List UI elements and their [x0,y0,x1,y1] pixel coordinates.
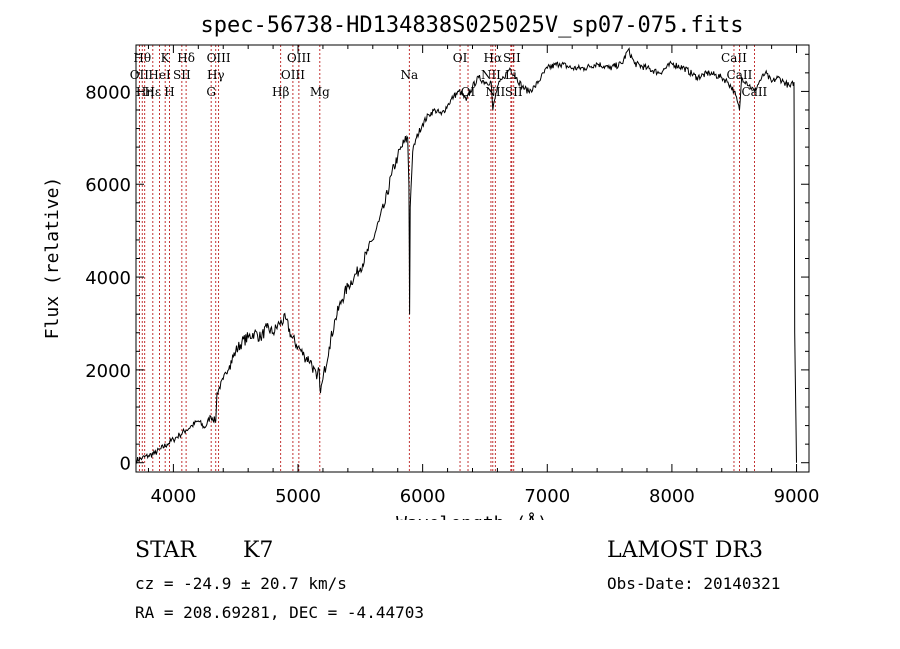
coordinates: RA = 208.69281, DEC = -4.44703 [135,603,424,622]
marker-label: OII [130,68,150,82]
marker-label: H [164,85,174,99]
spectrum-line [135,47,797,464]
marker-label: OIII [281,68,305,82]
marker-label: G [206,85,216,99]
marker-label: NII [485,85,505,99]
x-axis: 4000 5000 6000 7000 8000 9000 [147,45,820,507]
marker-label: HeI [148,68,171,82]
marker-label: Hγ [207,68,225,82]
x-tick-label: 8000 [649,486,695,507]
spectrum-chart: spec-56738-HD134838S025025V_sp07-075.fit… [42,13,820,520]
marker-label: Li [505,68,517,82]
y-axis: 0 2000 4000 6000 8000 [85,53,809,475]
marker-label: OI [461,85,476,99]
spectral-line-markers: HθOIIHηHεHeIKHSIIHδGHγOIIIHβOIIIOIIIMgNa… [130,45,768,472]
marker-label: Hβ [272,85,289,99]
y-axis-label: Flux (relative) [42,177,63,340]
object-class: STAR [135,538,196,563]
x-tick-label: 7000 [524,486,570,507]
chart-title: spec-56738-HD134838S025025V_sp07-075.fit… [200,13,743,38]
marker-label: Hδ [177,51,195,65]
marker-label: OI [453,51,468,65]
x-tick-label: 4000 [150,486,196,507]
marker-label: NII [481,68,501,82]
x-tick-label: 6000 [400,486,446,507]
marker-label: Na [400,68,418,82]
x-axis-label: Wavelength (Å) [396,512,548,520]
marker-label: CaII [727,68,753,82]
y-tick-label: 0 [120,454,131,475]
y-tick-label: 6000 [85,175,131,196]
marker-label: SII [173,68,191,82]
marker-label: K [161,51,171,65]
survey-name: LAMOST DR3 [607,538,763,563]
marker-label: CaII [721,51,747,65]
marker-label: SII [505,85,523,99]
redshift-cz: cz = -24.9 ± 20.7 km/s [135,574,347,593]
marker-label: SII [503,51,521,65]
subclass: K7 [243,538,274,563]
y-tick-label: 2000 [85,361,131,382]
observation-date: Obs-Date: 20140321 [607,574,781,593]
marker-label: Hη [136,85,154,99]
marker-label: Hε [144,85,161,99]
plot-frame [135,44,810,473]
marker-label: Mg [310,85,330,99]
y-tick-label: 8000 [85,82,131,103]
marker-label: OIII [287,51,311,65]
y-tick-label: 4000 [85,268,131,289]
x-tick-label: 5000 [275,486,321,507]
marker-label: Hα [484,51,503,65]
marker-label: OIII [207,51,231,65]
x-tick-label: 9000 [774,486,820,507]
